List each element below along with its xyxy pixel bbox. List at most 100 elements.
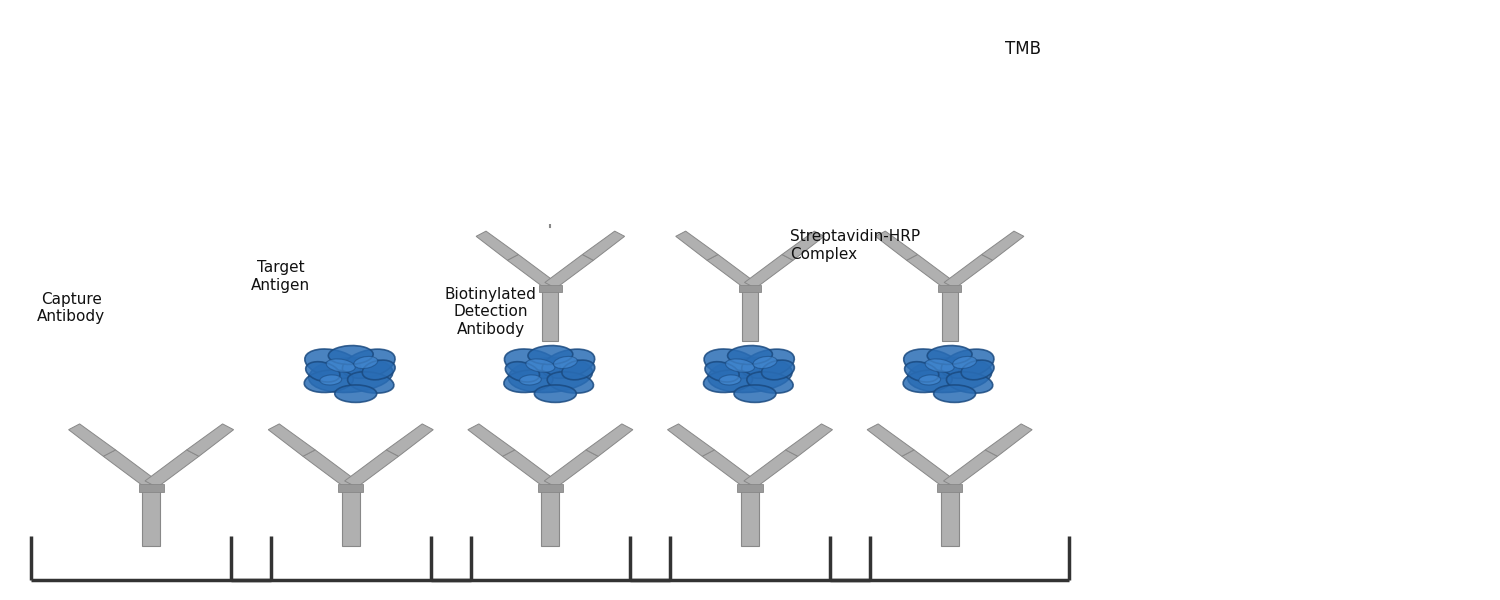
Ellipse shape	[304, 349, 360, 379]
Ellipse shape	[320, 375, 342, 385]
Text: B: B	[548, 204, 554, 213]
Ellipse shape	[920, 375, 940, 385]
Circle shape	[921, 127, 978, 162]
Polygon shape	[718, 171, 756, 200]
Polygon shape	[938, 189, 962, 209]
Ellipse shape	[734, 385, 776, 403]
Polygon shape	[786, 424, 832, 456]
Circle shape	[1020, 77, 1035, 87]
Text: B: B	[946, 195, 952, 204]
Ellipse shape	[328, 346, 374, 364]
Polygon shape	[909, 155, 956, 178]
Ellipse shape	[348, 372, 394, 393]
Polygon shape	[986, 424, 1032, 456]
Polygon shape	[104, 450, 158, 487]
Text: Biotinylated
Detection
Antibody: Biotinylated Detection Antibody	[444, 287, 537, 337]
Ellipse shape	[342, 349, 394, 378]
Ellipse shape	[942, 349, 994, 378]
Polygon shape	[476, 231, 519, 260]
Circle shape	[729, 131, 754, 147]
Polygon shape	[945, 171, 990, 194]
Ellipse shape	[548, 372, 594, 393]
Bar	[142, 490, 160, 545]
Polygon shape	[944, 254, 993, 288]
Polygon shape	[303, 450, 357, 487]
Bar	[538, 286, 561, 292]
Ellipse shape	[904, 362, 939, 382]
Circle shape	[980, 52, 1089, 121]
Ellipse shape	[726, 359, 754, 372]
Polygon shape	[268, 424, 315, 456]
Bar	[738, 286, 762, 292]
Polygon shape	[744, 254, 794, 288]
Bar	[738, 484, 762, 491]
Polygon shape	[867, 424, 913, 456]
Text: HRP: HRP	[940, 140, 958, 149]
Polygon shape	[507, 254, 556, 288]
Bar	[342, 490, 360, 545]
Polygon shape	[582, 231, 624, 260]
Circle shape	[1007, 69, 1062, 104]
Polygon shape	[782, 231, 824, 260]
Polygon shape	[945, 149, 981, 178]
Ellipse shape	[504, 349, 561, 379]
Ellipse shape	[504, 370, 554, 392]
Bar	[542, 490, 560, 545]
Ellipse shape	[526, 359, 555, 372]
Circle shape	[932, 163, 968, 185]
Ellipse shape	[753, 356, 777, 368]
Ellipse shape	[926, 359, 954, 372]
Ellipse shape	[927, 346, 972, 364]
Circle shape	[999, 64, 1071, 109]
Text: Target
Antigen: Target Antigen	[252, 260, 310, 293]
Ellipse shape	[747, 372, 794, 393]
Circle shape	[722, 127, 778, 162]
Ellipse shape	[933, 385, 975, 403]
Polygon shape	[69, 424, 116, 456]
Bar	[942, 290, 957, 341]
Text: A: A	[747, 170, 753, 179]
Ellipse shape	[562, 360, 596, 380]
Bar	[741, 490, 759, 545]
Ellipse shape	[554, 356, 578, 368]
Ellipse shape	[762, 360, 795, 380]
Ellipse shape	[309, 358, 393, 392]
Polygon shape	[146, 450, 200, 487]
Polygon shape	[981, 231, 1024, 260]
Polygon shape	[710, 155, 756, 178]
Ellipse shape	[946, 372, 993, 393]
Polygon shape	[706, 254, 756, 288]
Circle shape	[990, 58, 1080, 115]
Polygon shape	[536, 196, 566, 221]
Polygon shape	[902, 450, 956, 487]
Text: B: B	[747, 195, 753, 204]
Ellipse shape	[304, 370, 354, 392]
Polygon shape	[744, 450, 798, 487]
Circle shape	[1013, 73, 1056, 100]
Ellipse shape	[728, 346, 772, 364]
Ellipse shape	[528, 346, 573, 364]
Ellipse shape	[962, 360, 994, 380]
Polygon shape	[387, 424, 433, 456]
Polygon shape	[586, 424, 633, 456]
Bar	[742, 290, 758, 341]
Ellipse shape	[708, 358, 792, 392]
Polygon shape	[503, 450, 556, 487]
Polygon shape	[544, 254, 594, 288]
Bar	[538, 484, 562, 491]
Bar	[940, 490, 958, 545]
Ellipse shape	[705, 362, 740, 382]
Ellipse shape	[908, 358, 992, 392]
Ellipse shape	[354, 356, 378, 368]
Ellipse shape	[519, 375, 542, 385]
Ellipse shape	[306, 362, 340, 382]
Ellipse shape	[903, 349, 960, 379]
Ellipse shape	[741, 349, 795, 378]
Text: A: A	[946, 170, 952, 179]
Polygon shape	[744, 171, 790, 194]
Text: HRP: HRP	[741, 140, 759, 149]
Text: Capture
Antibody: Capture Antibody	[38, 292, 105, 324]
Polygon shape	[944, 450, 998, 487]
Ellipse shape	[718, 375, 741, 385]
Polygon shape	[738, 189, 762, 209]
